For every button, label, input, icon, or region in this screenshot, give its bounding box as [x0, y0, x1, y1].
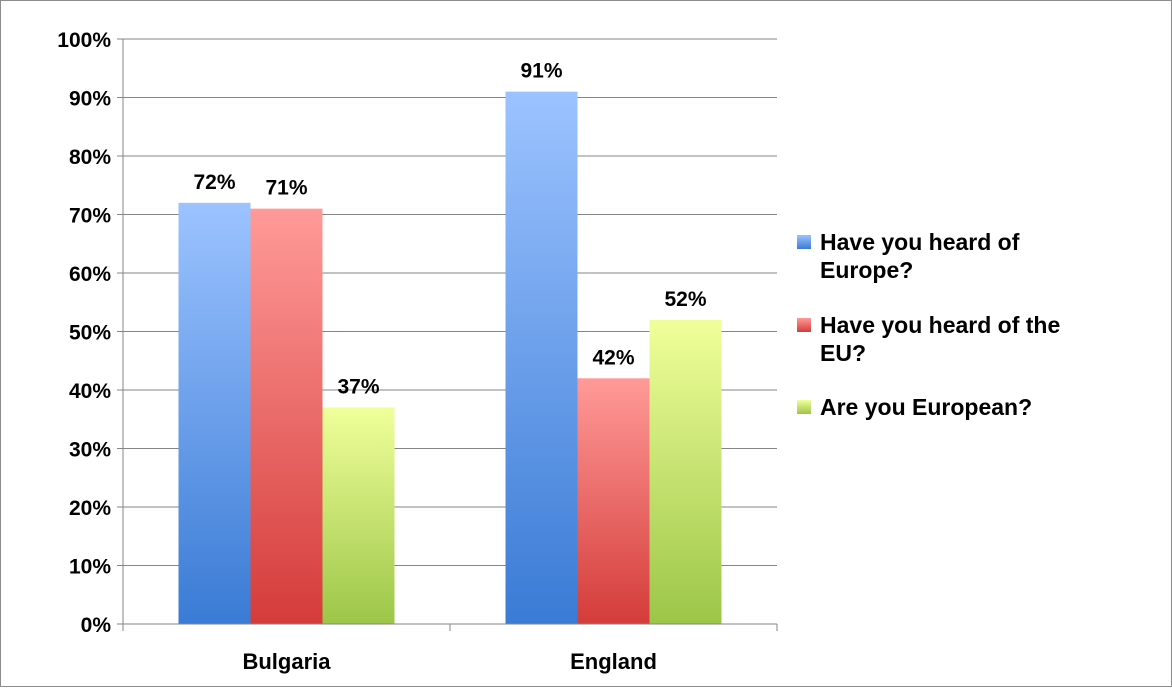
axes: [117, 38, 778, 631]
bar: [250, 208, 323, 624]
y-tick-label: 60%: [69, 263, 111, 286]
legend-label: Have you heard of the: [820, 312, 1060, 338]
y-tick-label: 90%: [69, 88, 111, 111]
legend-swatch: [797, 400, 811, 414]
legend-label: Are you European?: [820, 394, 1032, 420]
y-tick-label: 70%: [69, 205, 111, 228]
data-label: 91%: [520, 60, 562, 83]
legend-swatch: [797, 318, 811, 332]
legend-label: Have you heard of: [820, 229, 1020, 255]
y-axis-tick-labels: 0% 10% 20% 30% 40% 50% 60% 70% 80% 90% 100%: [57, 29, 111, 637]
bar: [577, 378, 650, 624]
data-label: 37%: [337, 376, 379, 399]
y-tick-label: 40%: [69, 380, 111, 403]
legend-label: EU?: [820, 340, 866, 366]
data-label: 72%: [193, 171, 235, 194]
data-label: 52%: [664, 288, 706, 311]
y-tick-label: 50%: [69, 322, 111, 345]
x-axis-category-labels: Bulgaria England: [242, 649, 656, 674]
bar: [649, 319, 722, 624]
bar: [322, 407, 395, 624]
data-label: 71%: [265, 177, 307, 200]
y-tick-label: 0%: [81, 614, 112, 637]
data-label: 42%: [592, 346, 634, 369]
bar: [178, 202, 251, 625]
y-tick-label: 20%: [69, 497, 111, 520]
y-tick-label: 100%: [57, 29, 111, 52]
legend-swatch: [797, 235, 811, 249]
x-category-label: England: [570, 649, 657, 674]
y-tick-label: 10%: [69, 556, 111, 579]
y-tick-label: 80%: [69, 146, 111, 169]
data-labels: 72% 71% 37% 91% 42% 52%: [193, 60, 706, 399]
y-tick-label: 30%: [69, 439, 111, 462]
legend-item: Are you European?: [797, 394, 1032, 420]
bars: [178, 91, 722, 625]
legend-label: Europe?: [820, 257, 913, 283]
bar: [505, 91, 578, 624]
x-category-label: Bulgaria: [242, 649, 331, 674]
